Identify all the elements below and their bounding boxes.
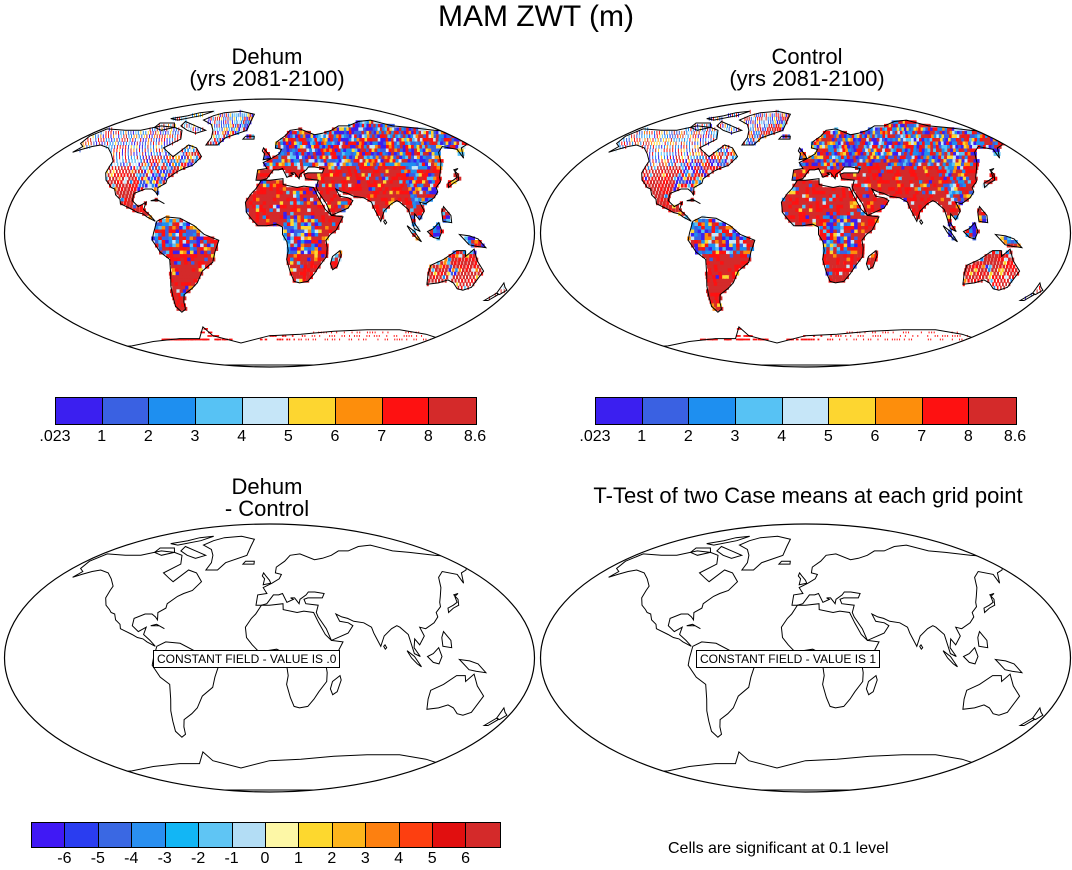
colorbar-tick-label: -6 <box>57 850 71 868</box>
colorbar-swatch <box>400 823 433 847</box>
colorbar-swatch <box>289 398 336 424</box>
colorbar-swatch <box>433 823 466 847</box>
figure-title: MAM ZWT (m) <box>0 0 1072 34</box>
constant-field-label-ttest: CONSTANT FIELD - VALUE IS 1 <box>696 650 880 668</box>
map-panel-diff: CONSTANT FIELD - VALUE IS .0 <box>2 522 537 794</box>
colorbar-tick-label: -3 <box>158 850 172 868</box>
panel-title-dehum: Dehum (yrs 2081-2100) <box>62 46 472 90</box>
colorbar-swatch <box>689 398 736 424</box>
colorbar-swatch <box>266 823 299 847</box>
colorbar-tick-label: 8 <box>424 428 433 446</box>
colorbar-swatch <box>149 398 196 424</box>
colorbar-tick-label: 1 <box>294 850 303 868</box>
map-panel-ttest: CONSTANT FIELD - VALUE IS 1 <box>538 522 1072 794</box>
colorbar-swatch <box>56 398 103 424</box>
panel-title-ttest-line1: T-Test of two Case means at each grid po… <box>548 485 1068 507</box>
panel-title-ttest: T-Test of two Case means at each grid po… <box>548 485 1068 507</box>
colorbar-swatch <box>196 398 243 424</box>
colorbar-swatch <box>333 823 366 847</box>
colorbar-tick-label: 6 <box>331 428 340 446</box>
map-panel-control <box>538 97 1072 369</box>
colorbar-swatch <box>336 398 383 424</box>
colorbar-dehum <box>55 397 477 425</box>
panel-title-dehum-line2: (yrs 2081-2100) <box>62 68 472 90</box>
colorbar-swatch <box>103 398 150 424</box>
colorbar-tick-label: -2 <box>191 850 205 868</box>
colorbar-tick-label: 5 <box>824 428 833 446</box>
colorbar-swatch <box>783 398 830 424</box>
colorbar-swatch <box>923 398 970 424</box>
colorbar-swatch <box>829 398 876 424</box>
map-dehum <box>2 97 537 369</box>
colorbar-tick-label: .023 <box>39 428 70 446</box>
colorbar-swatch <box>199 823 232 847</box>
colorbar-tick-label: 5 <box>284 428 293 446</box>
colorbar-swatch <box>383 398 430 424</box>
panel-title-dehum-line1: Dehum <box>62 46 472 68</box>
colorbar-swatch <box>596 398 643 424</box>
colorbar-tick-label: 6 <box>461 850 470 868</box>
colorbar-tick-label: 7 <box>377 428 386 446</box>
colorbar-swatch <box>65 823 98 847</box>
colorbar-tick-label: -5 <box>91 850 105 868</box>
colorbar-diff-labels: -6 -5 -4 -3 -2 -1 0 1 2 3 4 5 6 <box>31 850 501 870</box>
colorbar-swatch <box>99 823 132 847</box>
colorbar-tick-label: 6 <box>871 428 880 446</box>
colorbar-diff <box>31 822 501 848</box>
colorbar-swatch <box>243 398 290 424</box>
colorbar-tick-label: 2 <box>144 428 153 446</box>
colorbar-swatch <box>166 823 199 847</box>
colorbar-swatch <box>366 823 399 847</box>
colorbar-swatch <box>299 823 332 847</box>
colorbar-tick-label: -4 <box>124 850 138 868</box>
colorbar-tick-label: 3 <box>731 428 740 446</box>
colorbar-tick-label: 0 <box>261 850 270 868</box>
colorbar-tick-label: 5 <box>428 850 437 868</box>
constant-field-label-diff: CONSTANT FIELD - VALUE IS .0 <box>153 650 340 668</box>
panel-title-control-line1: Control <box>602 46 1012 68</box>
colorbar-tick-label: 8.6 <box>1004 428 1026 446</box>
panel-title-diff-line2: - Control <box>62 498 472 520</box>
colorbar-swatch <box>32 823 65 847</box>
significance-note: Cells are significant at 0.1 level <box>668 840 889 858</box>
colorbar-tick-label: 4 <box>777 428 786 446</box>
colorbar-swatch <box>466 823 499 847</box>
colorbar-tick-label: 4 <box>394 850 403 868</box>
colorbar-tick-label: 2 <box>327 850 336 868</box>
colorbar-swatch <box>876 398 923 424</box>
panel-title-diff-line1: Dehum <box>62 476 472 498</box>
colorbar-tick-label: 4 <box>237 428 246 446</box>
colorbar-tick-label: 3 <box>361 850 370 868</box>
map-control <box>538 97 1072 369</box>
colorbar-tick-label: -1 <box>224 850 238 868</box>
colorbar-tick-label: 1 <box>637 428 646 446</box>
colorbar-tick-label: 7 <box>917 428 926 446</box>
colorbar-tick-label: .023 <box>579 428 610 446</box>
panel-title-control-line2: (yrs 2081-2100) <box>602 68 1012 90</box>
colorbar-tick-label: 8.6 <box>464 428 486 446</box>
colorbar-swatch <box>429 398 476 424</box>
colorbar-tick-label: 8 <box>964 428 973 446</box>
colorbar-control <box>595 397 1017 425</box>
panel-title-control: Control (yrs 2081-2100) <box>602 46 1012 90</box>
map-panel-dehum <box>2 97 537 369</box>
colorbar-swatch <box>643 398 690 424</box>
panel-title-diff: Dehum - Control <box>62 476 472 520</box>
colorbar-swatch <box>969 398 1016 424</box>
colorbar-swatch <box>132 823 165 847</box>
colorbar-tick-label: 3 <box>191 428 200 446</box>
colorbar-swatch <box>736 398 783 424</box>
colorbar-swatch <box>233 823 266 847</box>
colorbar-tick-label: 2 <box>684 428 693 446</box>
colorbar-tick-label: 1 <box>97 428 106 446</box>
